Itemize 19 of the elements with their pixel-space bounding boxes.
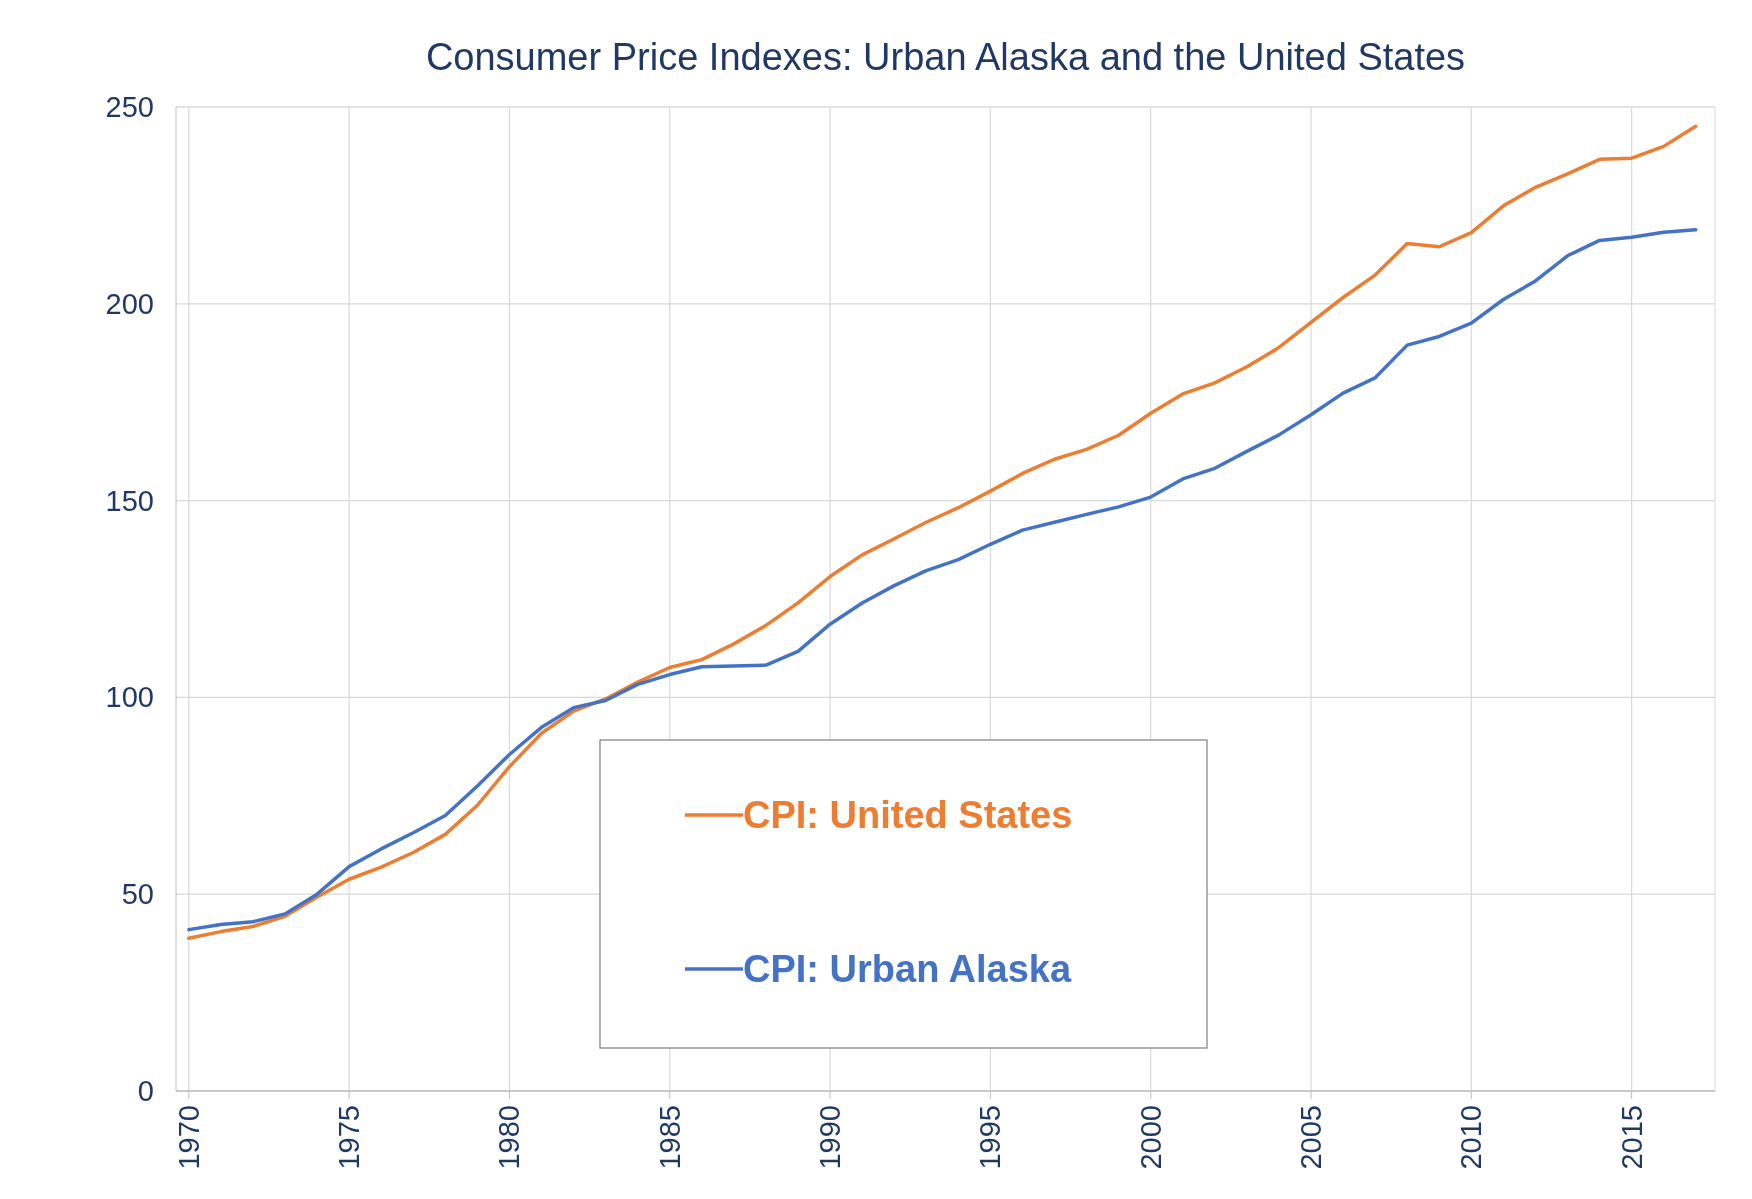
x-tick-label: 1970 [172, 1105, 205, 1170]
x-tick-label: 2015 [1615, 1105, 1648, 1170]
x-tick-label: 2000 [1134, 1105, 1167, 1170]
x-tick-label: 2010 [1455, 1105, 1488, 1170]
y-tick-label: 50 [121, 878, 154, 911]
legend-label: CPI: United States [743, 794, 1073, 836]
x-tick-label: 1985 [653, 1105, 686, 1170]
x-tick-label: 1995 [974, 1105, 1007, 1170]
y-tick-label: 250 [105, 91, 154, 123]
y-tick-label: 0 [137, 1075, 154, 1107]
legend-label: CPI: Urban Alaska [743, 948, 1072, 990]
y-tick-label: 150 [105, 484, 154, 517]
x-tick-label: 2005 [1295, 1105, 1328, 1170]
y-tick-label: 200 [105, 287, 154, 320]
y-tick-label: 100 [105, 681, 154, 714]
x-tick-label: 1980 [493, 1105, 526, 1170]
x-tick-label: 1975 [333, 1105, 366, 1170]
x-tick-label: 1990 [814, 1105, 847, 1170]
chart-title: Consumer Price Indexes: Urban Alaska and the United States [425, 36, 1466, 78]
